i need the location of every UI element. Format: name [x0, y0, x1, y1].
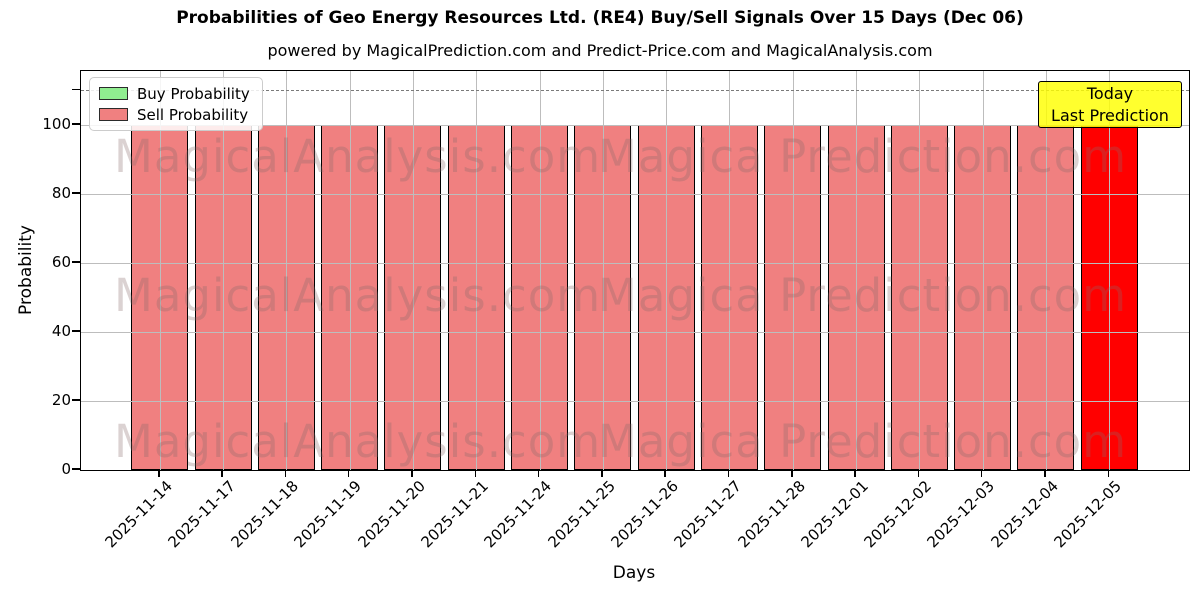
x-tick-label-14: 2025-12-04 — [987, 477, 1062, 552]
gridline-v-8 — [666, 71, 668, 470]
x-tick-label-12: 2025-12-02 — [860, 477, 936, 552]
sell-probability-swatch — [99, 108, 128, 121]
x-tick-label-1: 2025-11-17 — [164, 477, 239, 552]
gridline-h-100 — [81, 124, 1189, 126]
y-tick-label-40: 40 — [51, 321, 71, 340]
x-tick-mark-7 — [601, 471, 603, 477]
x-tick-label-13: 2025-12-03 — [923, 477, 999, 552]
watermark-right-row3: Magica Prediction.com — [598, 415, 1128, 468]
today-annotation-line2: Last Prediction — [1051, 106, 1169, 125]
x-tick-label-3: 2025-11-19 — [290, 477, 366, 552]
x-tick-mark-8 — [664, 471, 666, 477]
watermark-left-row3: MagicalAnalysis.com — [114, 415, 602, 468]
gridline-h-80 — [81, 193, 1189, 195]
x-tick-label-15: 2025-12-05 — [1050, 477, 1125, 552]
gridline-h-20 — [81, 401, 1189, 402]
y-tick-mark-ref — [72, 88, 80, 91]
plot-area: Buy Probability Sell Probability Today L… — [80, 70, 1190, 471]
y-tick-label-80: 80 — [51, 183, 71, 202]
gridline-h-40 — [81, 331, 1189, 333]
buy-probability-swatch — [99, 87, 128, 100]
gridline-h-60 — [81, 262, 1189, 264]
gridline-v-13 — [982, 71, 984, 470]
gridline-v-15 — [1109, 71, 1111, 470]
gridline-v-4 — [412, 71, 414, 470]
x-tick-label-8: 2025-11-26 — [607, 477, 682, 552]
y-tick-mark-100 — [72, 123, 80, 125]
y-tick-mark-40 — [72, 330, 80, 332]
x-tick-mark-15 — [1107, 471, 1109, 477]
x-tick-mark-12 — [917, 471, 920, 477]
x-tick-mark-1 — [221, 471, 223, 477]
reference-dashed-line — [81, 90, 1189, 92]
x-tick-mark-3 — [347, 471, 350, 477]
x-tick-label-10: 2025-11-28 — [734, 477, 809, 552]
y-tick-label-60: 60 — [51, 252, 71, 271]
gridline-v-0 — [159, 71, 161, 470]
x-tick-label-2: 2025-11-18 — [227, 477, 303, 552]
watermark-left-row1: MagicalAnalysis.com — [114, 130, 602, 183]
watermark-right-row1: Magica Prediction.com — [598, 130, 1128, 183]
y-tick-mark-60 — [72, 261, 80, 263]
x-tick-mark-9 — [727, 471, 730, 477]
gridline-v-3 — [349, 71, 351, 470]
x-tick-mark-10 — [791, 471, 793, 477]
chart-title: Probabilities of Geo Energy Resources Lt… — [176, 8, 1024, 28]
x-tick-mark-4 — [411, 471, 413, 477]
y-tick-label-100: 100 — [42, 114, 71, 133]
x-tick-label-7: 2025-11-25 — [544, 477, 619, 552]
legend-label-buy: Buy Probability — [137, 84, 250, 103]
x-tick-label-6: 2025-11-24 — [480, 477, 556, 552]
gridline-v-5 — [476, 71, 478, 470]
gridline-v-6 — [539, 71, 541, 470]
gridline-v-1 — [223, 71, 224, 470]
gridline-v-12 — [919, 71, 921, 470]
x-tick-mark-0 — [158, 471, 160, 477]
x-axis-label: Days — [612, 563, 656, 583]
legend-row-sell: Sell Probability — [99, 104, 250, 125]
legend-label-sell: Sell Probability — [137, 105, 249, 124]
today-annotation-box: Today Last Prediction — [1038, 81, 1182, 128]
x-tick-mark-2 — [284, 471, 287, 477]
legend-row-buy: Buy Probability — [99, 83, 250, 104]
chart-subtitle: powered by MagicalPrediction.com and Pre… — [267, 41, 933, 60]
gridline-v-11 — [856, 71, 857, 470]
x-tick-label-4: 2025-11-20 — [354, 477, 429, 552]
x-tick-mark-5 — [474, 471, 476, 477]
gridline-v-10 — [792, 71, 794, 470]
x-tick-label-11: 2025-12-01 — [797, 477, 872, 552]
today-annotation-line1: Today — [1086, 84, 1134, 103]
legend: Buy Probability Sell Probability — [89, 77, 263, 131]
x-tick-mark-13 — [980, 471, 983, 477]
gridline-v-9 — [729, 71, 731, 470]
y-tick-mark-0 — [72, 468, 80, 470]
gridline-v-14 — [1045, 71, 1047, 470]
watermark-right-row2: Magica Prediction.com — [598, 269, 1128, 322]
y-tick-label-0: 0 — [61, 460, 71, 478]
watermark-left-row2: MagicalAnalysis.com — [114, 269, 602, 322]
y-tick-mark-20 — [72, 399, 80, 401]
x-tick-mark-14 — [1044, 471, 1046, 477]
x-tick-label-9: 2025-11-27 — [670, 477, 746, 552]
gridline-v-2 — [286, 71, 288, 470]
x-tick-label-5: 2025-11-21 — [417, 477, 492, 552]
y-tick-mark-80 — [72, 192, 80, 194]
gridline-v-7 — [602, 71, 604, 470]
x-tick-label-0: 2025-11-14 — [101, 477, 176, 552]
y-tick-label-20: 20 — [51, 391, 71, 409]
x-tick-mark-11 — [854, 471, 856, 477]
x-tick-mark-6 — [537, 471, 540, 477]
